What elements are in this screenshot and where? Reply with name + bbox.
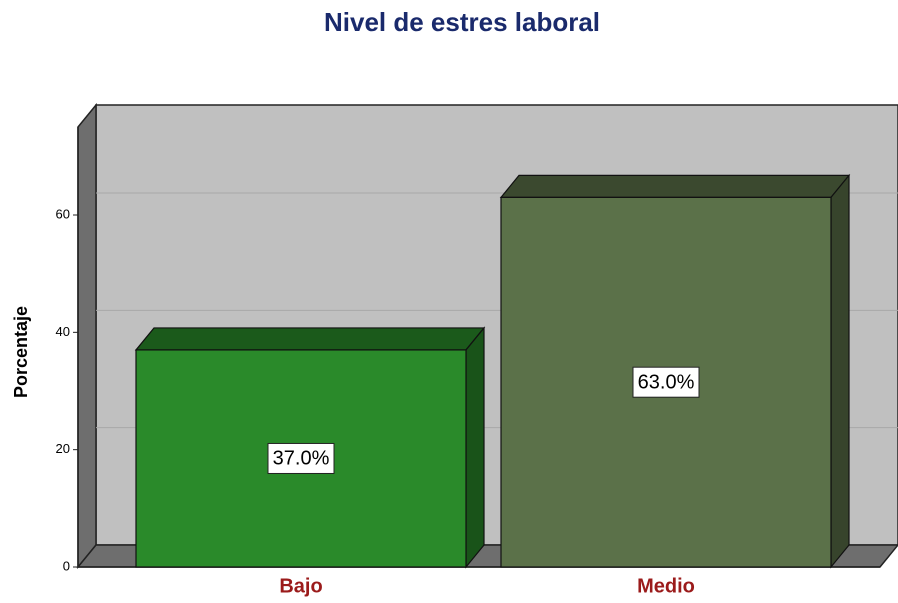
x-tick-label: Bajo <box>279 575 322 597</box>
y-tick-label: 40 <box>56 324 70 339</box>
x-tick-label: Medio <box>637 575 695 597</box>
value-label: 63.0% <box>638 371 695 393</box>
y-tick-label: 60 <box>56 206 70 221</box>
y-tick-label: 0 <box>63 558 70 573</box>
value-label: 37.0% <box>273 448 330 470</box>
value-label-box <box>632 366 700 398</box>
left-wall <box>77 102 97 570</box>
bar-side <box>465 326 485 569</box>
y-tick-label: 20 <box>56 441 70 456</box>
bar-top <box>499 174 851 198</box>
chart-title: Nivel de estres laboral <box>324 7 600 37</box>
y-axis-label: Porcentaje <box>11 306 31 398</box>
bar-top <box>134 327 486 351</box>
value-label-box <box>267 442 335 474</box>
bar-side <box>830 173 850 569</box>
